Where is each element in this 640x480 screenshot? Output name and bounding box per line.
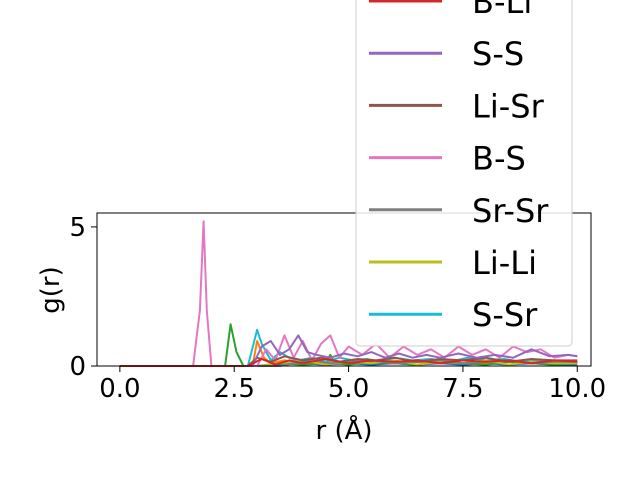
legend-label: B-Li bbox=[472, 0, 532, 21]
legend-label: B-S bbox=[472, 140, 526, 178]
x-tick-label: 7.5 bbox=[442, 374, 483, 404]
y-tick-label: 5 bbox=[69, 213, 86, 243]
y-tick-label: 0 bbox=[69, 352, 86, 382]
x-tick-label: 5.0 bbox=[328, 374, 369, 404]
x-tick-label: 0.0 bbox=[99, 374, 140, 404]
y-axis-label: g(r) bbox=[36, 266, 66, 313]
legend-label: Li-Sr bbox=[472, 87, 545, 125]
x-tick-label: 10.0 bbox=[548, 374, 606, 404]
plot-frame bbox=[96, 212, 592, 367]
legend-label: S-S bbox=[472, 35, 524, 73]
x-axis-label: r (Å) bbox=[315, 414, 372, 446]
x-tick-label: 2.5 bbox=[214, 374, 255, 404]
legend-frame bbox=[355, 0, 573, 347]
legend: B-Li S-S Li-Sr B-S Sr-Sr Li-Li S-Sr bbox=[355, 0, 573, 347]
legend-label: Sr-Sr bbox=[472, 192, 549, 230]
y-ticks: 05 bbox=[69, 213, 97, 382]
series-line-1 bbox=[119, 334, 578, 367]
x-ticks: 0.0 2.5 5.0 7.5 10.0 bbox=[99, 366, 606, 404]
legend-label: S-Sr bbox=[472, 296, 538, 334]
legend-label: Li-Li bbox=[472, 244, 537, 282]
series-line-0 bbox=[119, 358, 578, 367]
